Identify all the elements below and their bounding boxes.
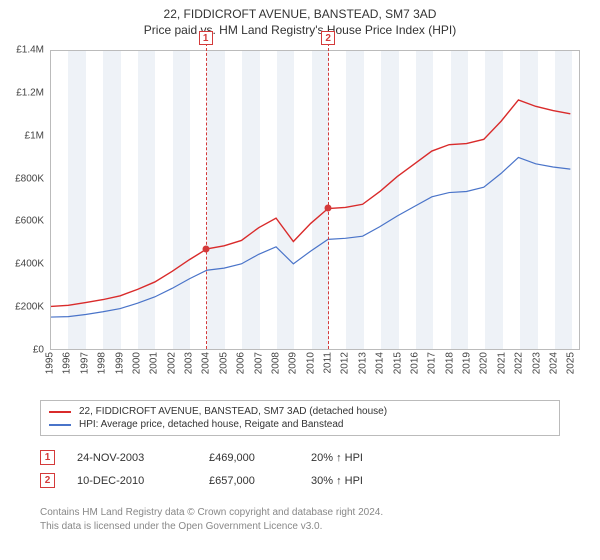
- y-tick-label: £0: [33, 345, 44, 356]
- x-tick-label: 2013: [357, 352, 368, 374]
- sale-row: 2 10-DEC-2010 £657,000 30% ↑ HPI: [40, 469, 560, 492]
- legend-item: 22, FIDDICROFT AVENUE, BANSTEAD, SM7 3AD…: [49, 405, 551, 418]
- y-tick-label: £1.4M: [16, 45, 44, 56]
- sale-number-box: 1: [40, 450, 55, 465]
- x-tick-label: 1999: [114, 352, 125, 374]
- sale-marker-dot: [325, 205, 332, 212]
- legend: 22, FIDDICROFT AVENUE, BANSTEAD, SM7 3AD…: [40, 400, 560, 436]
- x-tick-label: 2020: [479, 352, 490, 374]
- x-tick-label: 2007: [253, 352, 264, 374]
- title-line-1: 22, FIDDICROFT AVENUE, BANSTEAD, SM7 3AD: [0, 6, 600, 22]
- sale-row: 1 24-NOV-2003 £469,000 20% ↑ HPI: [40, 446, 560, 469]
- sale-marker-line: [328, 43, 329, 349]
- y-axis: £0£200K£400K£600K£800K£1M£1.2M£1.4M: [0, 50, 48, 350]
- x-tick-label: 1998: [97, 352, 108, 374]
- x-tick-label: 2008: [270, 352, 281, 374]
- sale-number-box: 2: [40, 473, 55, 488]
- sale-pct: 20% ↑ HPI: [311, 452, 401, 464]
- sale-price: £657,000: [209, 475, 289, 487]
- x-tick-label: 2001: [149, 352, 160, 374]
- y-tick-label: £800K: [15, 173, 44, 184]
- x-tick-label: 2024: [548, 352, 559, 374]
- x-tick-label: 2006: [236, 352, 247, 374]
- y-tick-label: £600K: [15, 216, 44, 227]
- x-tick-label: 2014: [375, 352, 386, 374]
- x-tick-label: 2015: [392, 352, 403, 374]
- y-tick-label: £1M: [25, 130, 44, 141]
- legend-swatch: [49, 411, 71, 413]
- x-tick-label: 2004: [201, 352, 212, 374]
- chart: £0 £200K £400K £600K £800K £1M £1.2M £1.4M 12 1…: [0, 40, 600, 395]
- sale-date: 10-DEC-2010: [77, 475, 187, 487]
- x-tick-label: 2005: [218, 352, 229, 374]
- legend-label: HPI: Average price, detached house, Reig…: [79, 419, 343, 430]
- sales-table: 1 24-NOV-2003 £469,000 20% ↑ HPI 2 10-DEC-201…: [40, 446, 560, 492]
- footer-line-2: This data is licensed under the Open Gov…: [40, 520, 560, 534]
- sale-price: £469,000: [209, 452, 289, 464]
- x-tick-label: 2002: [166, 352, 177, 374]
- title-block: 22, FIDDICROFT AVENUE, BANSTEAD, SM7 3AD…: [0, 0, 600, 38]
- y-tick-label: £400K: [15, 259, 44, 270]
- x-tick-label: 2023: [531, 352, 542, 374]
- sale-marker-dot: [202, 245, 209, 252]
- x-tick-label: 2017: [427, 352, 438, 374]
- legend-label: 22, FIDDICROFT AVENUE, BANSTEAD, SM7 3AD…: [79, 406, 387, 417]
- x-tick-label: 2009: [288, 352, 299, 374]
- x-tick-label: 1997: [79, 352, 90, 374]
- title-line-2: Price paid vs. HM Land Registry's House …: [0, 22, 600, 38]
- x-axis: 1995199619971998199920002001200220032004…: [50, 352, 580, 397]
- x-tick-label: 2012: [340, 352, 351, 374]
- footer-line-1: Contains HM Land Registry data © Crown c…: [40, 506, 560, 520]
- x-tick-label: 2000: [131, 352, 142, 374]
- x-tick-label: 1996: [62, 352, 73, 374]
- x-tick-label: 2011: [323, 352, 334, 374]
- x-tick-label: 2025: [566, 352, 577, 374]
- chart-lines: [51, 51, 579, 349]
- y-tick-label: £1.2M: [16, 87, 44, 98]
- x-tick-label: 1995: [45, 352, 56, 374]
- plot-area: 12: [50, 50, 580, 350]
- x-tick-label: 2022: [514, 352, 525, 374]
- x-tick-label: 2019: [462, 352, 473, 374]
- series-line: [51, 100, 570, 306]
- x-tick-label: 2003: [184, 352, 195, 374]
- sale-pct: 30% ↑ HPI: [311, 475, 401, 487]
- x-tick-label: 2021: [496, 352, 507, 374]
- legend-item: HPI: Average price, detached house, Reig…: [49, 418, 551, 431]
- legend-swatch: [49, 424, 71, 426]
- x-tick-label: 2016: [409, 352, 420, 374]
- y-tick-label: £200K: [15, 302, 44, 313]
- sale-marker-label: 2: [321, 31, 335, 45]
- sale-marker-line: [206, 43, 207, 349]
- x-tick-label: 2010: [305, 352, 316, 374]
- footer: Contains HM Land Registry data © Crown c…: [40, 506, 560, 533]
- sale-date: 24-NOV-2003: [77, 452, 187, 464]
- x-tick-label: 2018: [444, 352, 455, 374]
- sale-marker-label: 1: [199, 31, 213, 45]
